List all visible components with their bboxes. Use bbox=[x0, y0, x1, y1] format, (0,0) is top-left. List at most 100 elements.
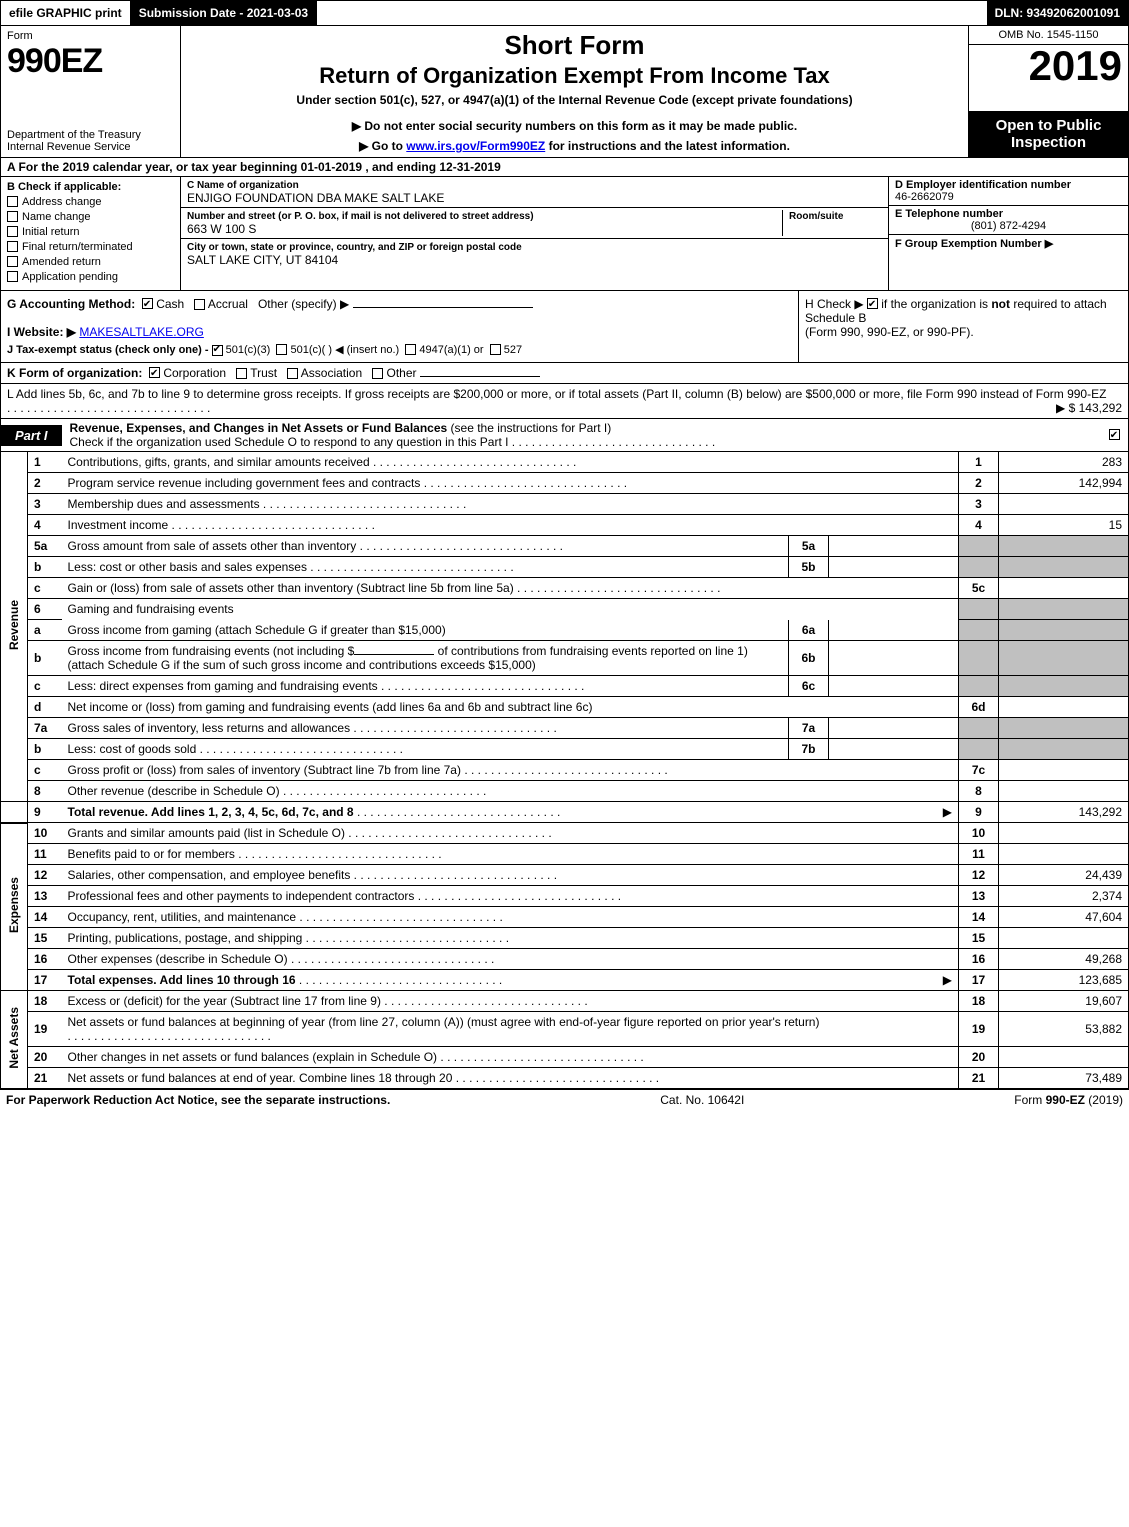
chk-4947[interactable] bbox=[405, 344, 416, 355]
row-6c: c Less: direct expenses from gaming and … bbox=[1, 676, 1129, 697]
l3-idx: 3 bbox=[959, 494, 999, 515]
chk-initial-return-label: Initial return bbox=[22, 226, 79, 238]
l2-no: 2 bbox=[28, 473, 62, 494]
chk-schedule-o-part1[interactable] bbox=[1109, 429, 1120, 440]
street-value: 663 W 100 S bbox=[187, 222, 256, 236]
l13-desc: Professional fees and other payments to … bbox=[62, 886, 959, 907]
chk-initial-return[interactable]: Initial return bbox=[7, 226, 174, 238]
l21-no: 21 bbox=[28, 1068, 62, 1089]
l7a-no: 7a bbox=[28, 718, 62, 739]
l5a-desc: Gross amount from sale of assets other t… bbox=[62, 536, 789, 557]
l3-amt bbox=[999, 494, 1129, 515]
footer: For Paperwork Reduction Act Notice, see … bbox=[0, 1089, 1129, 1110]
row-5a: 5a Gross amount from sale of assets othe… bbox=[1, 536, 1129, 557]
k-corp-label: Corporation bbox=[163, 366, 226, 380]
part1-title-bold: Revenue, Expenses, and Changes in Net As… bbox=[70, 421, 448, 435]
b-label: B Check if applicable: bbox=[7, 181, 174, 193]
chk-name-change-label: Name change bbox=[22, 211, 91, 223]
goto-pre: ▶ Go to bbox=[359, 139, 406, 153]
l5b-desc: Less: cost or other basis and sales expe… bbox=[62, 557, 789, 578]
l6c-subamt bbox=[829, 676, 959, 697]
chk-final-return-label: Final return/terminated bbox=[22, 241, 133, 253]
l14-desc: Occupancy, rent, utilities, and maintena… bbox=[62, 907, 959, 928]
l1-no: 1 bbox=[28, 452, 62, 473]
chk-final-return[interactable]: Final return/terminated bbox=[7, 241, 174, 253]
part1-check-end bbox=[1100, 428, 1128, 442]
l5a-amt bbox=[999, 536, 1129, 557]
accounting-block: G Accounting Method: Cash Accrual Other … bbox=[0, 291, 1129, 363]
l13-no: 13 bbox=[28, 886, 62, 907]
chk-corporation[interactable] bbox=[149, 367, 160, 378]
f-label: F Group Exemption Number ▶ bbox=[895, 238, 1053, 250]
chk-address-change[interactable]: Address change bbox=[7, 196, 174, 208]
k-other-input[interactable] bbox=[420, 376, 540, 377]
chk-trust[interactable] bbox=[236, 368, 247, 379]
chk-501c3[interactable] bbox=[212, 345, 223, 356]
l12-idx: 12 bbox=[959, 865, 999, 886]
l5b-idx bbox=[959, 557, 999, 578]
g-accrual-label: Accrual bbox=[208, 297, 248, 311]
side-expenses: Expenses bbox=[1, 823, 28, 991]
chk-accrual[interactable] bbox=[194, 299, 205, 310]
l19-idx: 19 bbox=[959, 1012, 999, 1047]
l12-desc: Salaries, other compensation, and employ… bbox=[62, 865, 959, 886]
chk-cash[interactable] bbox=[142, 298, 153, 309]
l6a-sub: 6a bbox=[789, 620, 829, 641]
chk-other[interactable] bbox=[372, 368, 383, 379]
notice-goto: ▶ Go to www.irs.gov/Form990EZ for instru… bbox=[189, 139, 960, 153]
l7b-amt bbox=[999, 739, 1129, 760]
l2-amt: 142,994 bbox=[999, 473, 1129, 494]
part1-dots bbox=[512, 435, 715, 449]
footer-catno: Cat. No. 10642I bbox=[660, 1093, 744, 1107]
row-8: 8 Other revenue (describe in Schedule O)… bbox=[1, 781, 1129, 802]
l12-no: 12 bbox=[28, 865, 62, 886]
l7a-desc: Gross sales of inventory, less returns a… bbox=[62, 718, 789, 739]
chk-application-pending[interactable]: Application pending bbox=[7, 271, 174, 283]
chk-association[interactable] bbox=[287, 368, 298, 379]
row-20: 20 Other changes in net assets or fund b… bbox=[1, 1047, 1129, 1068]
short-form-title: Short Form bbox=[189, 30, 960, 61]
city-row: City or town, state or province, country… bbox=[181, 239, 888, 269]
line-i: I Website: ▶ MAKESALTLAKE.ORG bbox=[7, 325, 792, 339]
irs-link[interactable]: www.irs.gov/Form990EZ bbox=[406, 139, 545, 153]
city-label: City or town, state or province, country… bbox=[187, 242, 522, 253]
l13-idx: 13 bbox=[959, 886, 999, 907]
l18-desc: Excess or (deficit) for the year (Subtra… bbox=[62, 991, 959, 1012]
chk-501c[interactable] bbox=[276, 344, 287, 355]
chk-name-change[interactable]: Name change bbox=[7, 211, 174, 223]
notice-ssn: ▶ Do not enter social security numbers o… bbox=[189, 119, 960, 133]
chk-h[interactable] bbox=[867, 298, 878, 309]
ein-row: D Employer identification number 46-2662… bbox=[889, 177, 1128, 206]
part1-header: Part I Revenue, Expenses, and Changes in… bbox=[0, 419, 1129, 452]
l6b-desc: Gross income from fundraising events (no… bbox=[62, 641, 789, 676]
row-18: Net Assets 18 Excess or (deficit) for th… bbox=[1, 991, 1129, 1012]
g-cash-label: Cash bbox=[156, 297, 184, 311]
chk-527[interactable] bbox=[490, 344, 501, 355]
l5c-idx: 5c bbox=[959, 578, 999, 599]
l6a-no: a bbox=[28, 620, 62, 641]
chk-amended-return[interactable]: Amended return bbox=[7, 256, 174, 268]
l6b-blank[interactable] bbox=[354, 654, 434, 655]
e-label: E Telephone number bbox=[895, 208, 1122, 220]
efile-label[interactable]: efile GRAPHIC print bbox=[1, 1, 131, 25]
website-link[interactable]: MAKESALTLAKE.ORG bbox=[79, 325, 203, 339]
l5a-no: 5a bbox=[28, 536, 62, 557]
l14-amt: 47,604 bbox=[999, 907, 1129, 928]
l6b-no: b bbox=[28, 641, 62, 676]
room-label: Room/suite bbox=[789, 211, 843, 222]
l5b-sub: 5b bbox=[789, 557, 829, 578]
l-amount: ▶ $ 143,292 bbox=[1056, 401, 1122, 415]
tax-year: 2019 bbox=[969, 45, 1128, 87]
l4-desc: Investment income bbox=[62, 515, 959, 536]
k-label: K Form of organization: bbox=[7, 366, 142, 380]
l7c-amt bbox=[999, 760, 1129, 781]
h-text2: if the organization is bbox=[881, 297, 991, 311]
row-17: 17 Total expenses. Add lines 10 through … bbox=[1, 970, 1129, 991]
row-6b: b Gross income from fundraising events (… bbox=[1, 641, 1129, 676]
l20-desc: Other changes in net assets or fund bala… bbox=[62, 1047, 959, 1068]
row-6a: a Gross income from gaming (attach Sched… bbox=[1, 620, 1129, 641]
l7c-desc: Gross profit or (loss) from sales of inv… bbox=[62, 760, 959, 781]
row-7a: 7a Gross sales of inventory, less return… bbox=[1, 718, 1129, 739]
g-other-input[interactable] bbox=[353, 307, 533, 308]
irs-label: Internal Revenue Service bbox=[7, 141, 174, 153]
